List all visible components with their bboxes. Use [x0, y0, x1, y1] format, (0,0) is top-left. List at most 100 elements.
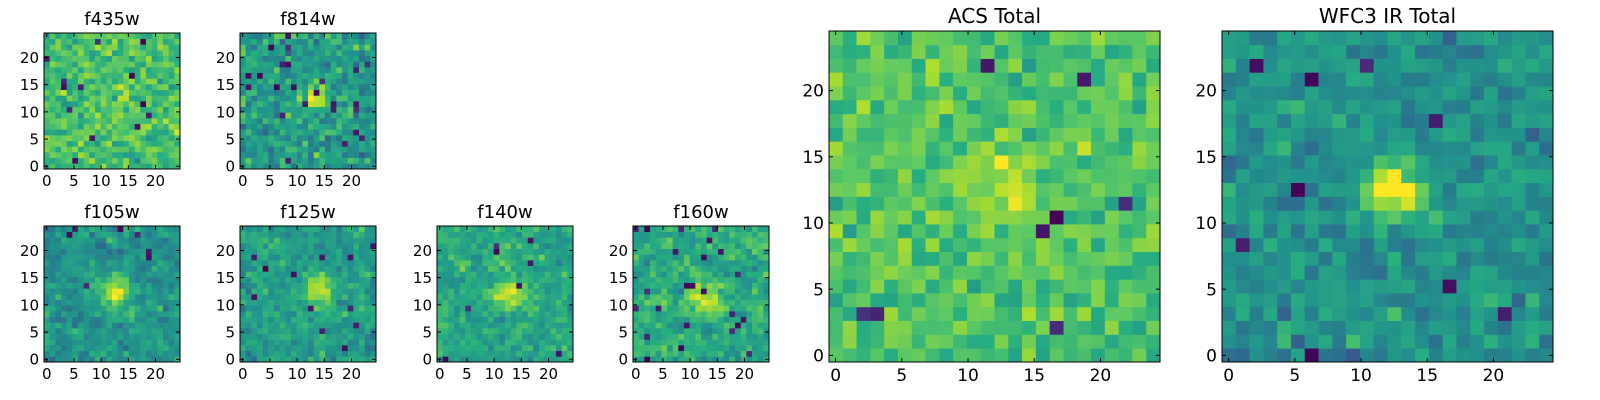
heatmap-cell	[163, 356, 170, 363]
heatmap-cell	[661, 226, 668, 233]
heatmap-cell	[533, 322, 540, 329]
heatmap-cell	[1484, 293, 1499, 308]
heatmap-cell	[1428, 196, 1444, 211]
heatmap-cell	[240, 299, 247, 306]
heatmap-cell	[1373, 237, 1388, 253]
heatmap-cell	[117, 265, 124, 272]
heatmap-cell	[701, 254, 708, 261]
heatmap-cell	[842, 141, 857, 156]
heatmap-cell	[245, 277, 252, 284]
heatmap-cell	[313, 271, 320, 278]
heatmap-cell	[174, 129, 181, 136]
heatmap-cell	[134, 282, 141, 289]
y-tick-label: 15	[216, 76, 235, 94]
heatmap-cell	[638, 322, 645, 329]
heatmap-cell	[1484, 224, 1499, 239]
heatmap-cell	[638, 231, 645, 238]
heatmap-cell	[939, 251, 954, 266]
heatmap-cell	[123, 316, 130, 323]
heatmap-cell	[174, 135, 181, 142]
heatmap-cell	[146, 106, 153, 113]
heatmap-cell	[746, 277, 753, 284]
heatmap-cell	[1332, 44, 1347, 59]
heatmap-cell	[134, 260, 141, 267]
heatmap-cell	[55, 339, 62, 346]
heatmap-cell	[1470, 99, 1485, 115]
y-tick-label: 10	[20, 103, 39, 121]
heatmap-cell	[527, 299, 534, 306]
heatmap-cell	[1401, 334, 1416, 349]
heatmap-cell	[1428, 141, 1444, 156]
heatmap-cell	[370, 316, 377, 323]
heatmap-cell	[336, 277, 343, 284]
heatmap-cell	[1415, 196, 1430, 211]
heatmap-cell	[510, 339, 517, 346]
heatmap-cell	[134, 95, 141, 102]
heatmap-cell	[953, 182, 968, 197]
heatmap-cell	[106, 129, 113, 136]
heatmap-cell	[308, 226, 315, 233]
heatmap-cell	[1077, 72, 1092, 87]
heatmap-cell	[939, 265, 954, 280]
heatmap-cell	[1373, 155, 1388, 170]
heatmap-cell	[1035, 279, 1051, 294]
heatmap-cell	[342, 345, 349, 352]
heatmap-cell	[953, 279, 968, 294]
heatmap-cell	[336, 38, 343, 45]
heatmap-cell	[1511, 210, 1526, 225]
heatmap-cell	[353, 140, 360, 147]
heatmap-cell	[644, 350, 651, 357]
heatmap-cell	[994, 293, 1009, 308]
heatmap-cell	[644, 339, 651, 346]
heatmap-cell	[980, 155, 995, 170]
heatmap-cell	[1235, 44, 1250, 59]
heatmap-cell	[262, 112, 269, 119]
heatmap-cell	[1359, 348, 1375, 363]
heatmap-cell	[347, 333, 354, 340]
heatmap-cell	[842, 168, 857, 184]
heatmap-cell	[285, 322, 292, 329]
heatmap-cell	[163, 61, 170, 68]
heatmap-cell	[1415, 31, 1430, 46]
heatmap-cell	[319, 248, 326, 255]
heatmap-cell	[752, 282, 759, 289]
heatmap-cell	[706, 299, 713, 306]
heatmap-cell	[353, 123, 360, 130]
heatmap-cell	[302, 265, 309, 272]
heatmap-cell	[561, 265, 568, 272]
heatmap-cell	[168, 294, 175, 301]
heatmap-cell	[151, 44, 158, 51]
heatmap-cell	[561, 350, 568, 357]
heatmap-cell	[245, 350, 252, 357]
heatmap-cell	[544, 271, 551, 278]
heatmap-cell	[364, 356, 371, 363]
heatmap-cell	[740, 305, 747, 312]
heatmap-cell	[146, 288, 153, 295]
heatmap-cell	[279, 112, 286, 119]
heatmap-cell	[1008, 58, 1023, 73]
heatmap-cell	[1304, 182, 1319, 197]
heatmap-cell	[644, 260, 651, 267]
heatmap-cell	[342, 356, 349, 363]
heatmap-cell	[1401, 141, 1416, 156]
heatmap-cell	[980, 72, 995, 87]
heatmap-cell	[729, 248, 736, 255]
heatmap-cell	[442, 333, 449, 340]
heatmap-cell	[89, 350, 96, 357]
heatmap-cell	[49, 322, 56, 329]
heatmap-cell	[279, 277, 286, 284]
heatmap-cell	[274, 356, 281, 363]
heatmap-cell	[752, 339, 759, 346]
heatmap-cell	[359, 72, 366, 79]
heatmap-cell	[735, 271, 742, 278]
heatmap-cell	[1263, 44, 1278, 59]
heatmap-cell	[638, 265, 645, 272]
heatmap-cell	[695, 237, 702, 244]
heatmap-cell	[516, 265, 523, 272]
heatmap-cell	[168, 322, 175, 329]
heatmap-cell	[61, 328, 68, 335]
heatmap-cell	[1249, 127, 1264, 142]
heatmap-cell	[1332, 127, 1347, 142]
heatmap-cell	[1063, 306, 1078, 321]
heatmap-cell	[336, 72, 343, 79]
